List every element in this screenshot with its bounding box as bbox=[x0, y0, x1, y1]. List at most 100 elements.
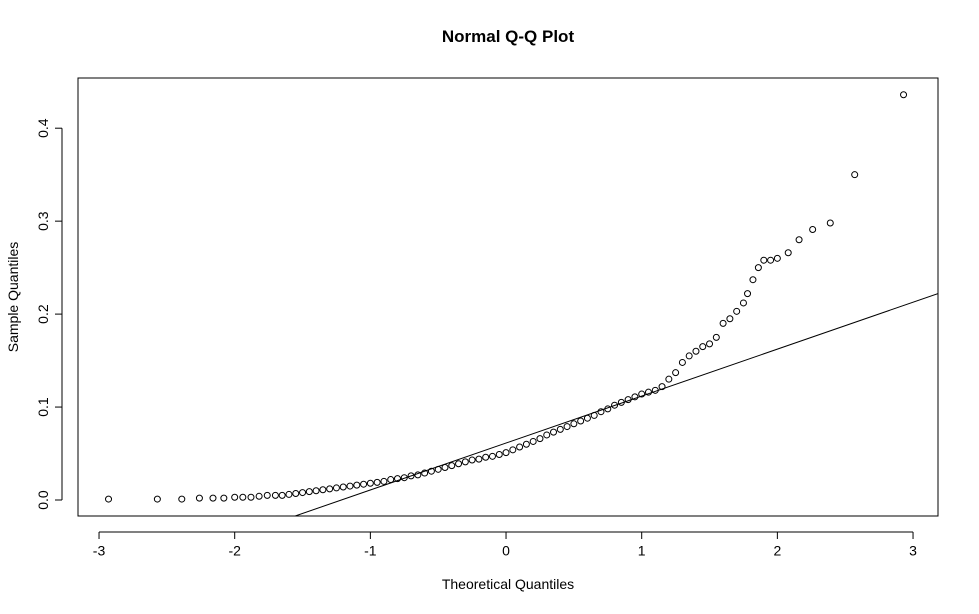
point bbox=[678, 358, 686, 366]
point bbox=[195, 494, 203, 502]
x-axis-label: Theoretical Quantiles bbox=[442, 576, 574, 592]
point bbox=[360, 480, 368, 488]
point bbox=[719, 319, 727, 327]
point bbox=[617, 398, 625, 406]
point bbox=[754, 264, 762, 272]
point bbox=[488, 452, 496, 460]
point bbox=[739, 299, 747, 307]
point bbox=[299, 489, 307, 497]
point bbox=[624, 396, 632, 404]
point bbox=[400, 474, 408, 482]
point bbox=[231, 493, 239, 501]
point bbox=[263, 491, 271, 499]
x-tick-label: -1 bbox=[364, 543, 377, 559]
y-tick-label: 0.0 bbox=[35, 490, 51, 510]
point bbox=[597, 408, 605, 416]
point bbox=[414, 471, 422, 479]
point bbox=[665, 375, 673, 383]
point bbox=[220, 494, 228, 502]
point bbox=[209, 494, 217, 502]
point bbox=[644, 388, 652, 396]
point bbox=[556, 425, 564, 433]
y-tick-label: 0.1 bbox=[35, 397, 51, 417]
point bbox=[502, 449, 510, 457]
point bbox=[522, 440, 530, 448]
point bbox=[773, 254, 781, 262]
x-tick-label: -2 bbox=[228, 543, 241, 559]
x-tick-label: 2 bbox=[773, 543, 781, 559]
point bbox=[247, 493, 255, 501]
point bbox=[305, 488, 313, 496]
point bbox=[319, 486, 327, 494]
point bbox=[326, 485, 334, 493]
point bbox=[550, 428, 558, 436]
point bbox=[387, 476, 395, 484]
point bbox=[638, 390, 646, 398]
point bbox=[733, 307, 741, 315]
point bbox=[767, 256, 775, 264]
point bbox=[699, 343, 707, 351]
point bbox=[795, 236, 803, 244]
point bbox=[536, 435, 544, 443]
point bbox=[353, 481, 361, 489]
point bbox=[784, 249, 792, 257]
point bbox=[509, 446, 517, 454]
point bbox=[692, 347, 700, 355]
point bbox=[380, 477, 388, 485]
point bbox=[482, 453, 490, 461]
point bbox=[570, 420, 578, 428]
point bbox=[434, 465, 442, 473]
x-tick-label: -3 bbox=[93, 543, 106, 559]
point bbox=[332, 484, 340, 492]
point bbox=[706, 340, 714, 348]
point bbox=[583, 414, 591, 422]
point bbox=[346, 482, 354, 490]
y-axis-label: Sample Quantiles bbox=[5, 242, 21, 353]
point bbox=[393, 475, 401, 483]
point bbox=[475, 455, 483, 463]
point bbox=[441, 463, 449, 471]
point bbox=[760, 256, 768, 264]
point bbox=[271, 491, 279, 499]
x-tick-label: 1 bbox=[638, 543, 646, 559]
point bbox=[339, 483, 347, 491]
point bbox=[744, 290, 752, 298]
y-tick-label: 0.2 bbox=[35, 304, 51, 324]
point bbox=[590, 411, 598, 419]
point bbox=[726, 315, 734, 323]
point bbox=[278, 491, 286, 499]
plot-area bbox=[105, 91, 938, 516]
point bbox=[468, 456, 476, 464]
point bbox=[851, 171, 859, 179]
point bbox=[658, 383, 666, 391]
point bbox=[563, 423, 571, 431]
point bbox=[455, 460, 463, 468]
point bbox=[672, 369, 680, 377]
point bbox=[407, 472, 415, 480]
point bbox=[611, 401, 619, 409]
point bbox=[495, 450, 503, 458]
x-tick-label: 0 bbox=[502, 543, 510, 559]
point bbox=[631, 393, 639, 401]
point bbox=[543, 431, 551, 439]
point bbox=[604, 405, 612, 413]
point bbox=[900, 91, 908, 99]
point bbox=[529, 437, 537, 445]
qq-line bbox=[293, 293, 938, 516]
plot-frame bbox=[77, 77, 939, 517]
point bbox=[373, 478, 381, 486]
point bbox=[651, 386, 659, 394]
y-tick-label: 0.4 bbox=[35, 118, 51, 138]
point bbox=[178, 495, 186, 503]
chart-title: Normal Q-Q Plot bbox=[442, 27, 575, 46]
point bbox=[285, 490, 293, 498]
point bbox=[105, 495, 113, 503]
point bbox=[749, 276, 757, 284]
y-tick-label: 0.3 bbox=[35, 211, 51, 231]
point bbox=[685, 352, 693, 360]
point bbox=[516, 443, 524, 451]
point bbox=[712, 333, 720, 341]
point bbox=[366, 479, 374, 487]
point bbox=[427, 467, 435, 475]
